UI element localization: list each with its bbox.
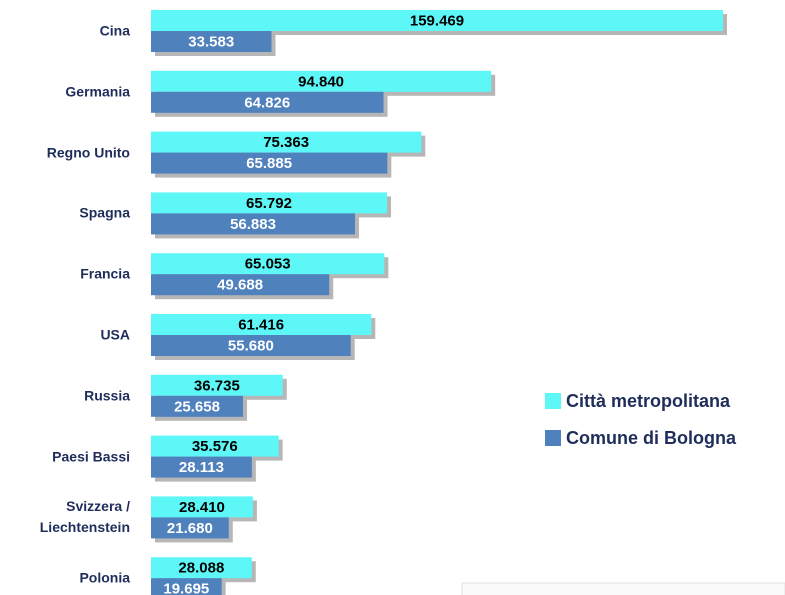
- bar: [151, 335, 351, 356]
- value-label: 35.576: [192, 438, 238, 455]
- legend-label: Comune di Bologna: [566, 428, 737, 448]
- bar: [151, 578, 222, 595]
- value-label: 28.410: [179, 499, 225, 516]
- value-label: 28.088: [178, 560, 224, 577]
- value-label: 94.840: [298, 73, 344, 90]
- bar: [151, 10, 723, 31]
- category-label: Germania: [65, 83, 130, 100]
- value-label: 65.053: [245, 256, 291, 273]
- panel-edge: [461, 582, 785, 595]
- bar: [151, 496, 253, 518]
- value-label: 55.680: [228, 337, 274, 354]
- bar: [151, 152, 388, 174]
- bar: [151, 517, 229, 539]
- value-label: 56.883: [230, 216, 276, 233]
- value-label: 33.583: [188, 33, 234, 50]
- bar: [151, 435, 279, 457]
- bar: [151, 91, 384, 113]
- category-label: Regno Unito: [46, 144, 130, 161]
- bar: [151, 213, 356, 235]
- legend-swatch: [545, 393, 561, 409]
- value-label: 36.735: [194, 377, 240, 394]
- value-label: 75.363: [263, 134, 309, 151]
- category-label: Spagna: [79, 204, 130, 221]
- category-label: Polonia: [79, 569, 130, 586]
- value-label: 159.469: [410, 12, 464, 29]
- value-label: 65.792: [246, 195, 292, 212]
- bar: [151, 31, 272, 52]
- category-label: Paesi Bassi: [52, 448, 130, 465]
- category-label: USA: [100, 326, 130, 343]
- value-label: 49.688: [217, 277, 263, 294]
- category-label: Cina: [99, 22, 130, 39]
- value-label: 21.680: [167, 520, 213, 537]
- bar: [151, 374, 283, 396]
- bar: [151, 253, 385, 275]
- category-label: Svizzera / Liechtenstein: [39, 498, 130, 536]
- value-label: 19.695: [163, 581, 209, 595]
- value-label: 64.826: [244, 94, 290, 111]
- bar: [151, 192, 387, 214]
- bar: [151, 70, 492, 92]
- category-label: Russia: [84, 387, 130, 404]
- bar: [151, 131, 422, 153]
- value-label: 61.416: [238, 316, 284, 333]
- category-label: Francia: [80, 265, 130, 282]
- legend-label: Città metropolitana: [566, 391, 731, 411]
- value-label: 28.113: [179, 459, 224, 476]
- bar: [151, 456, 252, 478]
- bar: [151, 314, 372, 335]
- value-label: 65.885: [246, 155, 292, 172]
- legend-swatch: [545, 430, 561, 446]
- value-label: 25.658: [174, 398, 220, 415]
- bar: [151, 557, 252, 579]
- bar: [151, 274, 330, 296]
- bar: [151, 395, 244, 417]
